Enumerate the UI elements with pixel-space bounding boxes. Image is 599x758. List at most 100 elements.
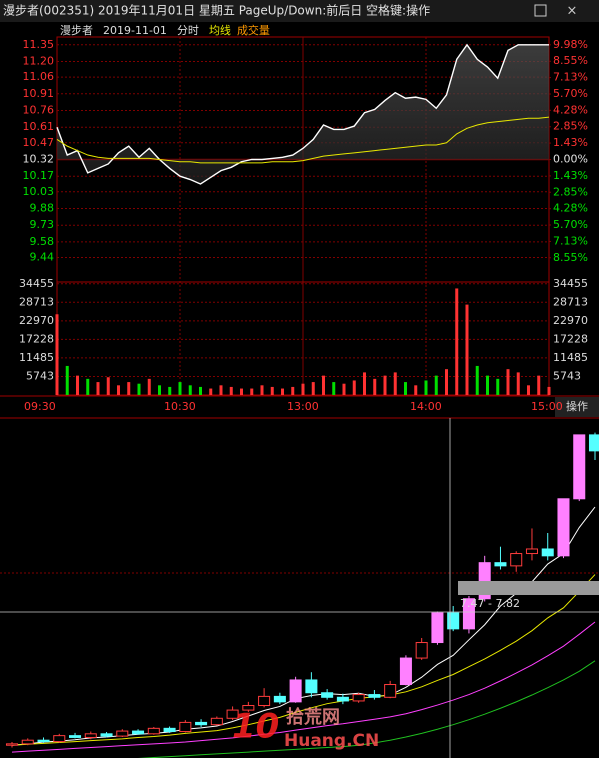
y-tick-label: 10.17: [23, 169, 55, 182]
volume-bar: [393, 372, 397, 395]
volume-bar: [55, 314, 59, 395]
volume-bar: [527, 385, 530, 395]
volume-bar: [547, 386, 551, 395]
volume-bar: [168, 386, 172, 395]
volume-bar: [445, 369, 448, 395]
candle-body: [541, 548, 554, 557]
volume-bar: [86, 378, 90, 395]
volume-bar: [332, 382, 336, 395]
moving-average-line: [137, 660, 596, 758]
x-tick-label: 14:00: [410, 400, 442, 413]
window-title: 漫步者(002351) 2019年11月01日 星期五 PageUp/Down:…: [3, 3, 430, 18]
volume-bar: [496, 378, 500, 395]
candle-body: [116, 730, 129, 737]
close-button[interactable]: ×: [567, 4, 578, 19]
y2-tick-label: 5743: [553, 369, 581, 382]
y-tick-label: 17228: [19, 332, 54, 345]
candle-body: [525, 548, 538, 555]
y-tick-label: 11.35: [23, 38, 55, 51]
volume-bar: [404, 382, 407, 395]
volume-bar: [158, 385, 161, 395]
candle-body: [305, 679, 318, 694]
candle-body: [84, 733, 97, 738]
candle-body: [494, 562, 507, 567]
candle-body: [510, 553, 523, 567]
y2-tick-label: 34455: [553, 277, 588, 290]
y-tick-label: 10.61: [23, 120, 55, 133]
volume-bar: [506, 369, 510, 395]
volume-bar: [147, 378, 151, 395]
volume-bar: [65, 365, 69, 395]
volume-bar: [188, 385, 192, 395]
y-tick-label: 22970: [19, 314, 54, 327]
candle-body: [478, 562, 491, 600]
action-button-label[interactable]: 操作: [566, 399, 588, 413]
legend-entry: 均线: [209, 23, 231, 37]
volume-bar: [127, 382, 131, 395]
volume-bar: [486, 375, 489, 395]
candle-body: [132, 730, 145, 735]
price-area: [57, 44, 549, 184]
volume-bar: [178, 382, 182, 395]
y2-tick-label: 1.43%: [553, 136, 588, 149]
candle-body: [588, 434, 599, 452]
y2-tick-label: 4.28%: [553, 103, 588, 116]
y-tick-label: 5743: [26, 369, 54, 382]
candle-body: [352, 694, 365, 702]
candle-body: [273, 695, 286, 703]
y2-tick-label: 2.85%: [553, 185, 588, 198]
volume-bar: [250, 388, 254, 395]
candle-body: [147, 727, 160, 735]
candle-body: [573, 434, 586, 500]
y-tick-label: 9.73: [30, 218, 55, 231]
y-tick-label: 9.44: [30, 251, 55, 264]
x-tick-label: 10:30: [164, 400, 196, 413]
y2-tick-label: 2.85%: [553, 120, 588, 133]
volume-bar: [240, 388, 243, 395]
candle-body: [5, 743, 19, 746]
maximize-button[interactable]: [534, 4, 547, 17]
candle-body: [21, 739, 34, 745]
y-tick-label: 10.47: [23, 136, 55, 149]
legend-entry: 成交量: [237, 23, 270, 37]
candle-body: [69, 735, 82, 738]
y2-tick-label: 5.70%: [553, 87, 588, 100]
candle-body: [226, 709, 239, 719]
y2-tick-label: 22970: [553, 314, 588, 327]
candle-body: [321, 692, 334, 698]
x-tick-label: 13:00: [287, 400, 319, 413]
average-line: [56, 116, 550, 164]
volume-bar: [76, 375, 79, 395]
volume-bar: [219, 385, 223, 395]
volume-bar: [455, 288, 459, 395]
volume-bar: [96, 382, 100, 395]
moving-average-line: [11, 574, 596, 746]
volume-bar: [363, 372, 366, 395]
y2-tick-label: 5.70%: [553, 218, 588, 231]
watermark: Huang.CN: [284, 731, 379, 751]
candle-body: [384, 684, 397, 698]
candle-body: [258, 695, 271, 707]
candle-body: [368, 694, 381, 698]
y-tick-label: 11485: [19, 351, 54, 364]
candle-body: [462, 598, 475, 630]
y-tick-label: 34455: [19, 277, 54, 290]
moving-average-line: [11, 506, 596, 746]
y2-tick-label: 4.28%: [553, 202, 588, 215]
candle-body: [163, 727, 176, 733]
y-tick-label: 10.03: [23, 185, 55, 198]
candle-body: [100, 733, 113, 737]
watermark: 拾荒网: [286, 706, 340, 728]
volume-bar: [229, 386, 233, 395]
volume-bar: [117, 385, 120, 395]
action-button[interactable]: [555, 397, 599, 417]
y2-tick-label: 9.98%: [553, 38, 588, 51]
y-tick-label: 11.20: [23, 55, 55, 68]
y2-tick-label: 7.13%: [553, 234, 588, 247]
volume-bar: [281, 388, 284, 395]
legend-text: 2019-11-01: [103, 24, 167, 37]
range-box: [458, 581, 599, 595]
y2-tick-label: 7.13%: [553, 71, 588, 84]
